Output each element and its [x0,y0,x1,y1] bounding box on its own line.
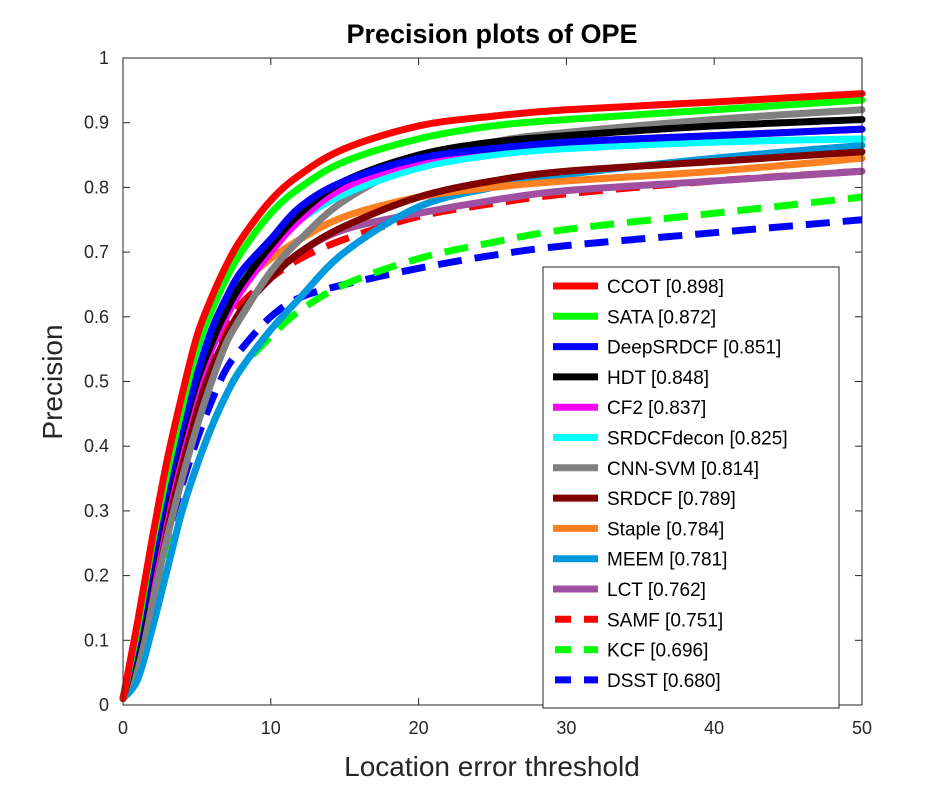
chart-title: Precision plots of OPE [346,19,637,49]
legend-label-deepsrdcf: DeepSRDCF [0.851] [607,338,781,359]
legend-label-dsst: DSST [0.680] [607,671,721,692]
legend-label-sata: SATA [0.872] [607,307,716,328]
y-axis-label: Precision [37,324,68,439]
y-tick-label: 0.3 [84,501,109,521]
legend-label-kcf: KCF [0.696] [607,641,708,662]
y-tick-label: 0.4 [84,436,109,456]
legend-label-meem: MEEM [0.781] [607,550,727,571]
y-tick-label: 0.9 [84,113,109,133]
x-tick-label: 50 [852,718,872,738]
legend-label-samf: SAMF [0.751] [607,610,723,631]
x-tick-label: 30 [556,718,576,738]
legend-label-cnn-svm: CNN-SVM [0.814] [607,459,759,480]
series-line-ccot [119,90,866,703]
x-tick-label: 10 [261,718,281,738]
legend-label-srdcfdecon: SRDCFdecon [0.825] [607,429,788,450]
y-tick-label: 0.2 [84,566,109,586]
y-tick-label: 0.8 [84,177,109,197]
x-tick-label: 20 [409,718,429,738]
y-tick-label: 0.7 [84,242,109,262]
legend-label-hdt: HDT [0.848] [607,368,709,389]
plot-area-frame [122,57,863,706]
y-tick-label: 1 [99,48,109,68]
x-axis-label: Location error threshold [344,751,640,782]
legend-label-lct: LCT [0.762] [607,580,706,601]
legend-box [542,266,840,709]
y-tick-label: 0 [99,695,109,715]
y-tick-label: 0.6 [84,307,109,327]
legend-label-cf2: CF2 [0.837] [607,398,706,419]
x-tick-label: 40 [704,718,724,738]
y-tick-label: 0.5 [84,372,109,392]
legend-label-srdcf: SRDCF [0.789] [607,489,736,510]
y-tick-label: 0.1 [84,630,109,650]
legend-label-ccot: CCOT [0.898] [607,277,724,298]
x-tick-label: 0 [118,718,128,738]
legend-label-staple: Staple [0.784] [607,519,724,540]
legend: CCOT [0.898] SATA [0.872] DeepSRDCF [0.851… [542,266,840,709]
